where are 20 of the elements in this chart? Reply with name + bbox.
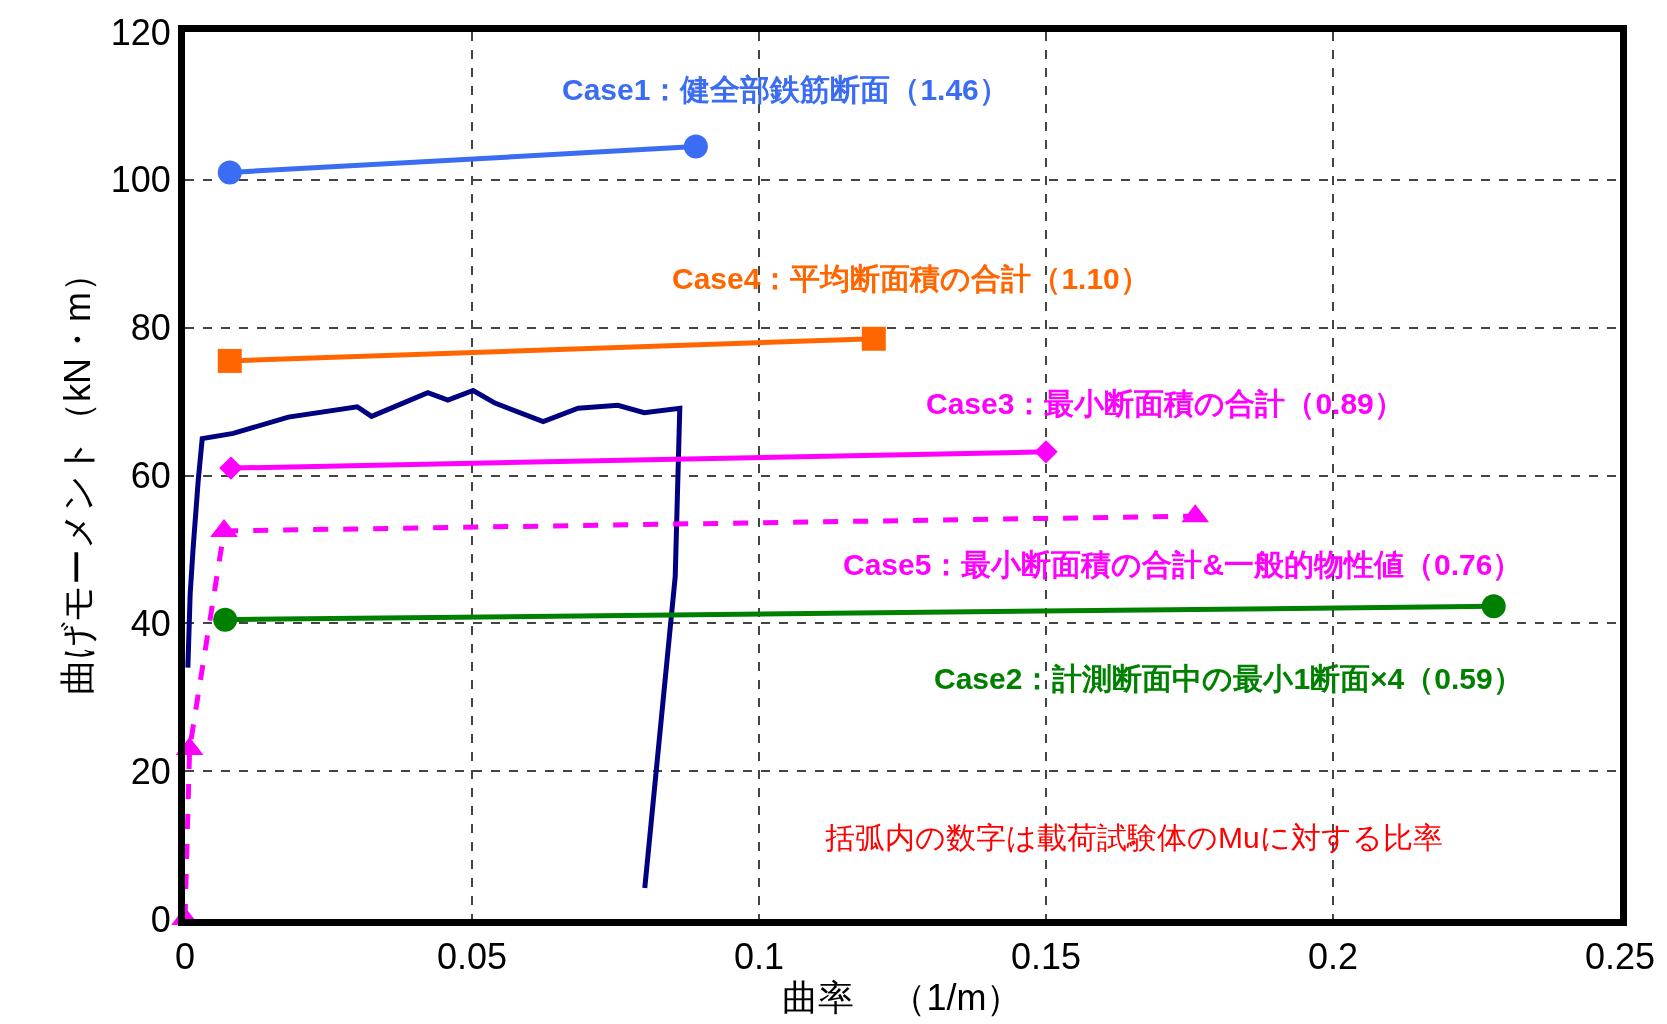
y-tick-label: 20 [130,750,171,792]
x-axis-title: 曲率 （1/m） [782,977,1023,1019]
annotation: 括弧内の数字は載荷試験体のMuに対する比率 [825,821,1443,854]
x-tick-label: 0.2 [1307,936,1359,978]
x-tick-label: 0.25 [1584,936,1656,978]
y-tick-label: 60 [130,455,171,497]
y-tick-label: 0 [150,898,171,940]
y-tick-label: 120 [110,11,171,53]
series-label: Case1：健全部鉄筋断面（1.46） [562,73,1009,106]
series-label: Case2：計測断面中の最小1断面×4（0.59） [934,662,1523,695]
x-tick-label: 0.15 [1010,936,1082,978]
series-label: Case4：平均断面積の合計（1.10） [672,262,1150,295]
x-tick-label: 0.05 [436,936,508,978]
y-tick-label: 100 [110,159,171,201]
series-label: Case3：最小断面積の合計（0.89） [926,387,1404,420]
series-label: Case5：最小断面積の合計&一般的物性値（0.76） [843,548,1523,581]
x-tick-label: 0.1 [733,936,785,978]
y-tick-label: 80 [130,307,171,349]
y-tick-label: 40 [130,602,171,644]
y-axis-title: 曲げモーメント（kN・m） [56,256,98,695]
